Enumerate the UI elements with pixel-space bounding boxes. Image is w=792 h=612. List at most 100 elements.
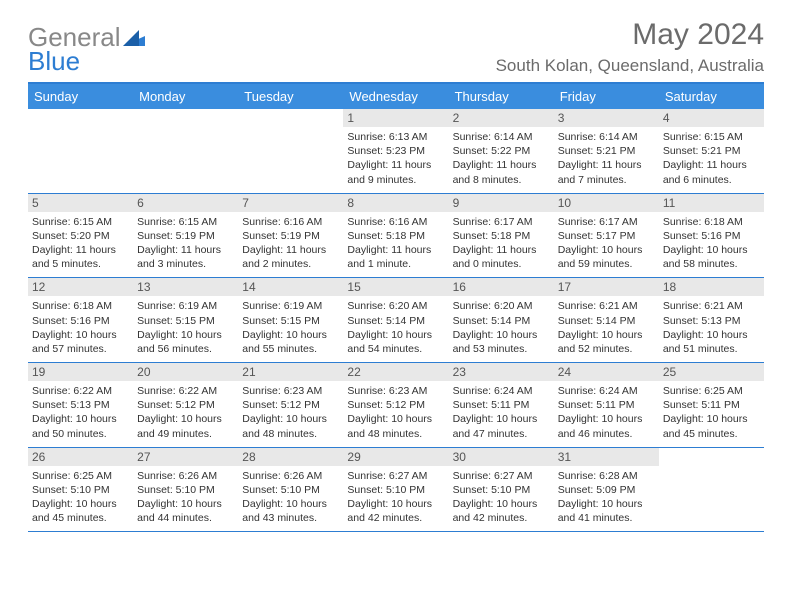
daylight-text: Daylight: 10 hours and 50 minutes.	[32, 412, 129, 440]
sunset-text: Sunset: 5:09 PM	[558, 483, 655, 497]
daylight-text: Daylight: 10 hours and 44 minutes.	[137, 497, 234, 525]
day-details: Sunrise: 6:20 AMSunset: 5:14 PMDaylight:…	[347, 299, 444, 356]
day-number: 31	[554, 448, 659, 466]
day-cell: 9 Sunrise: 6:17 AMSunset: 5:18 PMDaylight…	[449, 194, 554, 278]
day-details: Sunrise: 6:16 AMSunset: 5:19 PMDaylight:…	[242, 215, 339, 272]
day-details: Sunrise: 6:14 AMSunset: 5:22 PMDaylight:…	[453, 130, 550, 187]
day-details: Sunrise: 6:17 AMSunset: 5:18 PMDaylight:…	[453, 215, 550, 272]
weekday-header: Tuesday	[238, 84, 343, 109]
weekday-header-row: Sunday Monday Tuesday Wednesday Thursday…	[28, 84, 764, 109]
week-row: 5Sunrise: 6:15 AMSunset: 5:20 PMDaylight…	[28, 194, 764, 279]
sunset-text: Sunset: 5:13 PM	[663, 314, 760, 328]
sunrise-text: Sunrise: 6:25 AM	[663, 384, 760, 398]
day-number: 9	[449, 194, 554, 212]
day-number: 12	[28, 278, 133, 296]
weekday-header: Wednesday	[343, 84, 448, 109]
day-number: 6	[133, 194, 238, 212]
daylight-text: Daylight: 10 hours and 51 minutes.	[663, 328, 760, 356]
day-cell: 30Sunrise: 6:27 AMSunset: 5:10 PMDayligh…	[449, 448, 554, 532]
day-details: Sunrise: 6:25 AMSunset: 5:11 PMDaylight:…	[663, 384, 760, 441]
day-number: 22	[343, 363, 448, 381]
day-cell: 2Sunrise: 6:14 AMSunset: 5:22 PMDaylight…	[449, 109, 554, 193]
daylight-text: Daylight: 11 hours and 2 minutes.	[242, 243, 339, 271]
daylight-text: Daylight: 11 hours and 6 minutes.	[663, 158, 760, 186]
weekday-header: Saturday	[659, 84, 764, 109]
day-details: Sunrise: 6:15 AMSunset: 5:19 PMDaylight:…	[137, 215, 234, 272]
logo-icon	[123, 30, 145, 46]
weekday-header: Thursday	[449, 84, 554, 109]
day-number: 30	[449, 448, 554, 466]
sunrise-text: Sunrise: 6:23 AM	[347, 384, 444, 398]
sunrise-text: Sunrise: 6:15 AM	[32, 215, 129, 229]
day-cell: 4Sunrise: 6:15 AMSunset: 5:21 PMDaylight…	[659, 109, 764, 193]
sunrise-text: Sunrise: 6:22 AM	[137, 384, 234, 398]
weekday-header: Monday	[133, 84, 238, 109]
sunrise-text: Sunrise: 6:21 AM	[558, 299, 655, 313]
daylight-text: Daylight: 10 hours and 55 minutes.	[242, 328, 339, 356]
day-details: Sunrise: 6:22 AMSunset: 5:13 PMDaylight:…	[32, 384, 129, 441]
daylight-text: Daylight: 10 hours and 43 minutes.	[242, 497, 339, 525]
day-cell: 1Sunrise: 6:13 AMSunset: 5:23 PMDaylight…	[343, 109, 448, 193]
day-details: Sunrise: 6:23 AMSunset: 5:12 PMDaylight:…	[242, 384, 339, 441]
sunrise-text: Sunrise: 6:14 AM	[453, 130, 550, 144]
sunrise-text: Sunrise: 6:23 AM	[242, 384, 339, 398]
calendar-grid: Sunday Monday Tuesday Wednesday Thursday…	[28, 82, 764, 532]
sunrise-text: Sunrise: 6:17 AM	[453, 215, 550, 229]
sunset-text: Sunset: 5:12 PM	[137, 398, 234, 412]
sunrise-text: Sunrise: 6:18 AM	[32, 299, 129, 313]
day-cell: 7Sunrise: 6:16 AMSunset: 5:19 PMDaylight…	[238, 194, 343, 278]
sunset-text: Sunset: 5:11 PM	[663, 398, 760, 412]
sunset-text: Sunset: 5:14 PM	[347, 314, 444, 328]
sunset-text: Sunset: 5:16 PM	[32, 314, 129, 328]
day-details: Sunrise: 6:25 AMSunset: 5:10 PMDaylight:…	[32, 469, 129, 526]
weekday-header: Sunday	[28, 84, 133, 109]
sunset-text: Sunset: 5:12 PM	[242, 398, 339, 412]
day-cell: 16Sunrise: 6:20 AMSunset: 5:14 PMDayligh…	[449, 278, 554, 362]
day-details: Sunrise: 6:19 AMSunset: 5:15 PMDaylight:…	[137, 299, 234, 356]
daylight-text: Daylight: 10 hours and 45 minutes.	[32, 497, 129, 525]
day-cell: 18Sunrise: 6:21 AMSunset: 5:13 PMDayligh…	[659, 278, 764, 362]
daylight-text: Daylight: 10 hours and 52 minutes.	[558, 328, 655, 356]
sunset-text: Sunset: 5:12 PM	[347, 398, 444, 412]
day-number: 29	[343, 448, 448, 466]
sunrise-text: Sunrise: 6:21 AM	[663, 299, 760, 313]
daylight-text: Daylight: 10 hours and 48 minutes.	[347, 412, 444, 440]
day-cell: 14Sunrise: 6:19 AMSunset: 5:15 PMDayligh…	[238, 278, 343, 362]
day-details: Sunrise: 6:18 AMSunset: 5:16 PMDaylight:…	[663, 215, 760, 272]
day-cell: 26Sunrise: 6:25 AMSunset: 5:10 PMDayligh…	[28, 448, 133, 532]
day-details: Sunrise: 6:28 AMSunset: 5:09 PMDaylight:…	[558, 469, 655, 526]
day-details: Sunrise: 6:17 AMSunset: 5:17 PMDaylight:…	[558, 215, 655, 272]
day-number	[28, 109, 133, 113]
month-title: May 2024	[496, 18, 764, 52]
page-header: General May 2024 South Kolan, Queensland…	[28, 18, 764, 76]
week-row: 26Sunrise: 6:25 AMSunset: 5:10 PMDayligh…	[28, 448, 764, 533]
day-number: 11	[659, 194, 764, 212]
sunset-text: Sunset: 5:17 PM	[558, 229, 655, 243]
day-details: Sunrise: 6:27 AMSunset: 5:10 PMDaylight:…	[347, 469, 444, 526]
daylight-text: Daylight: 10 hours and 42 minutes.	[347, 497, 444, 525]
day-number: 8	[343, 194, 448, 212]
day-cell: 31 Sunrise: 6:28 AMSunset: 5:09 PMDayligh…	[554, 448, 659, 532]
daylight-text: Daylight: 11 hours and 0 minutes.	[453, 243, 550, 271]
title-block: May 2024 South Kolan, Queensland, Austra…	[496, 18, 764, 76]
sunrise-text: Sunrise: 6:19 AM	[242, 299, 339, 313]
day-details: Sunrise: 6:26 AMSunset: 5:10 PMDaylight:…	[242, 469, 339, 526]
day-number: 13	[133, 278, 238, 296]
day-cell: 23Sunrise: 6:24 AMSunset: 5:11 PMDayligh…	[449, 363, 554, 447]
daylight-text: Daylight: 11 hours and 3 minutes.	[137, 243, 234, 271]
daylight-text: Daylight: 11 hours and 7 minutes.	[558, 158, 655, 186]
day-number	[238, 109, 343, 113]
sunrise-text: Sunrise: 6:13 AM	[347, 130, 444, 144]
sunset-text: Sunset: 5:11 PM	[558, 398, 655, 412]
sunset-text: Sunset: 5:14 PM	[558, 314, 655, 328]
sunrise-text: Sunrise: 6:20 AM	[347, 299, 444, 313]
day-cell: 3Sunrise: 6:14 AMSunset: 5:21 PMDaylight…	[554, 109, 659, 193]
week-row: 1Sunrise: 6:13 AMSunset: 5:23 PMDaylight…	[28, 109, 764, 194]
sunset-text: Sunset: 5:19 PM	[242, 229, 339, 243]
daylight-text: Daylight: 10 hours and 54 minutes.	[347, 328, 444, 356]
day-details: Sunrise: 6:14 AMSunset: 5:21 PMDaylight:…	[558, 130, 655, 187]
sunrise-text: Sunrise: 6:15 AM	[663, 130, 760, 144]
sunrise-text: Sunrise: 6:22 AM	[32, 384, 129, 398]
daylight-text: Daylight: 11 hours and 5 minutes.	[32, 243, 129, 271]
sunset-text: Sunset: 5:18 PM	[453, 229, 550, 243]
